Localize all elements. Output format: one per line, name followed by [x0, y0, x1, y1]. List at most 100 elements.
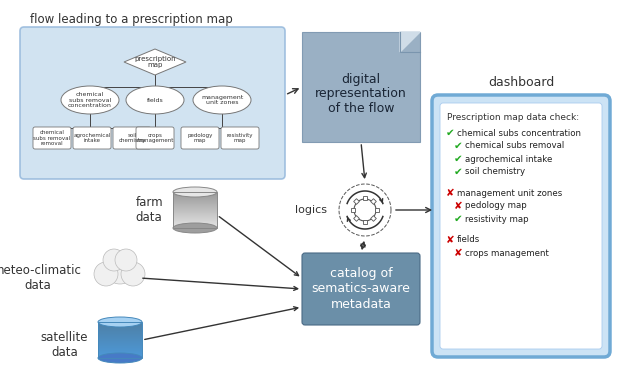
Text: crops management: crops management: [465, 248, 549, 258]
Circle shape: [103, 249, 125, 271]
Bar: [98, 333, 142, 334]
Text: agrochemical
intake: agrochemical intake: [73, 132, 110, 143]
Text: ✔: ✔: [454, 141, 463, 151]
Bar: [98, 338, 142, 339]
Bar: [173, 226, 217, 227]
Bar: [173, 216, 217, 217]
Bar: [98, 322, 142, 358]
FancyBboxPatch shape: [440, 103, 602, 349]
Text: catalog of
sematics-aware
metadata: catalog of sematics-aware metadata: [312, 268, 410, 311]
Bar: [173, 217, 217, 218]
Bar: [98, 352, 142, 353]
Bar: [98, 353, 142, 354]
Bar: [173, 192, 217, 228]
Bar: [98, 346, 142, 347]
Bar: [98, 329, 142, 330]
Text: meteo-climatic
data: meteo-climatic data: [0, 264, 82, 292]
Bar: [173, 200, 217, 201]
Ellipse shape: [98, 317, 142, 327]
Bar: [173, 196, 217, 197]
Bar: [98, 328, 142, 329]
FancyBboxPatch shape: [113, 127, 151, 149]
Text: ✔: ✔: [454, 154, 463, 164]
Ellipse shape: [173, 187, 217, 197]
Bar: [98, 342, 142, 343]
Bar: [98, 322, 142, 323]
Bar: [173, 224, 217, 225]
Bar: [173, 197, 217, 198]
Text: fields: fields: [147, 98, 164, 103]
FancyBboxPatch shape: [371, 216, 376, 221]
Text: dashboard: dashboard: [488, 76, 554, 88]
Text: resistivity map: resistivity map: [465, 215, 529, 223]
Bar: [173, 194, 217, 195]
Bar: [98, 324, 142, 325]
Bar: [98, 351, 142, 352]
Text: flow leading to a prescription map: flow leading to a prescription map: [30, 13, 233, 26]
Bar: [173, 210, 217, 211]
Bar: [173, 211, 217, 212]
Text: pedology
map: pedology map: [188, 132, 213, 143]
Bar: [173, 198, 217, 199]
Bar: [98, 347, 142, 348]
Bar: [173, 204, 217, 205]
Bar: [173, 214, 217, 215]
Text: agrochemical intake: agrochemical intake: [465, 154, 552, 164]
FancyBboxPatch shape: [375, 208, 379, 212]
Bar: [173, 221, 217, 222]
FancyBboxPatch shape: [33, 127, 71, 149]
Bar: [173, 227, 217, 228]
Text: chemical
subs removal
removal: chemical subs removal removal: [33, 130, 70, 146]
Bar: [173, 192, 217, 193]
Bar: [98, 339, 142, 340]
Circle shape: [115, 249, 137, 271]
FancyBboxPatch shape: [363, 196, 367, 200]
Text: fields: fields: [457, 235, 480, 245]
Bar: [98, 340, 142, 341]
Bar: [98, 348, 142, 349]
Bar: [98, 350, 142, 351]
Bar: [98, 345, 142, 346]
FancyBboxPatch shape: [136, 127, 174, 149]
Text: management unit zones: management unit zones: [457, 189, 562, 197]
Bar: [173, 209, 217, 210]
Text: farm
data: farm data: [135, 196, 163, 224]
FancyBboxPatch shape: [432, 95, 610, 357]
FancyBboxPatch shape: [354, 199, 359, 204]
Text: prescription
map: prescription map: [134, 56, 176, 68]
Bar: [98, 327, 142, 328]
FancyBboxPatch shape: [302, 253, 420, 325]
Bar: [98, 323, 142, 324]
FancyBboxPatch shape: [351, 208, 355, 212]
Bar: [173, 193, 217, 194]
Bar: [173, 206, 217, 207]
FancyBboxPatch shape: [221, 127, 259, 149]
Circle shape: [94, 262, 118, 286]
Bar: [98, 354, 142, 355]
Text: Prescription map data check:: Prescription map data check:: [447, 113, 579, 121]
Bar: [173, 205, 217, 206]
Text: soil chemistry: soil chemistry: [465, 167, 525, 177]
Bar: [98, 325, 142, 326]
Bar: [98, 330, 142, 331]
Text: management
unit zones: management unit zones: [201, 94, 243, 105]
Bar: [173, 219, 217, 220]
Bar: [98, 335, 142, 336]
FancyBboxPatch shape: [181, 127, 219, 149]
Text: ✔: ✔: [454, 214, 463, 224]
Bar: [98, 334, 142, 335]
Text: ✘: ✘: [446, 235, 455, 245]
Text: soil
chemistry: soil chemistry: [118, 132, 146, 143]
Bar: [98, 344, 142, 345]
Text: chemical
subs removal
concentration: chemical subs removal concentration: [68, 92, 112, 108]
Bar: [173, 199, 217, 200]
Circle shape: [103, 249, 125, 271]
Bar: [173, 203, 217, 204]
Text: ✔: ✔: [446, 128, 455, 138]
Bar: [173, 212, 217, 213]
Bar: [173, 202, 217, 203]
Circle shape: [115, 249, 137, 271]
Bar: [98, 337, 142, 338]
Text: pedology map: pedology map: [465, 202, 527, 210]
Bar: [98, 355, 142, 356]
